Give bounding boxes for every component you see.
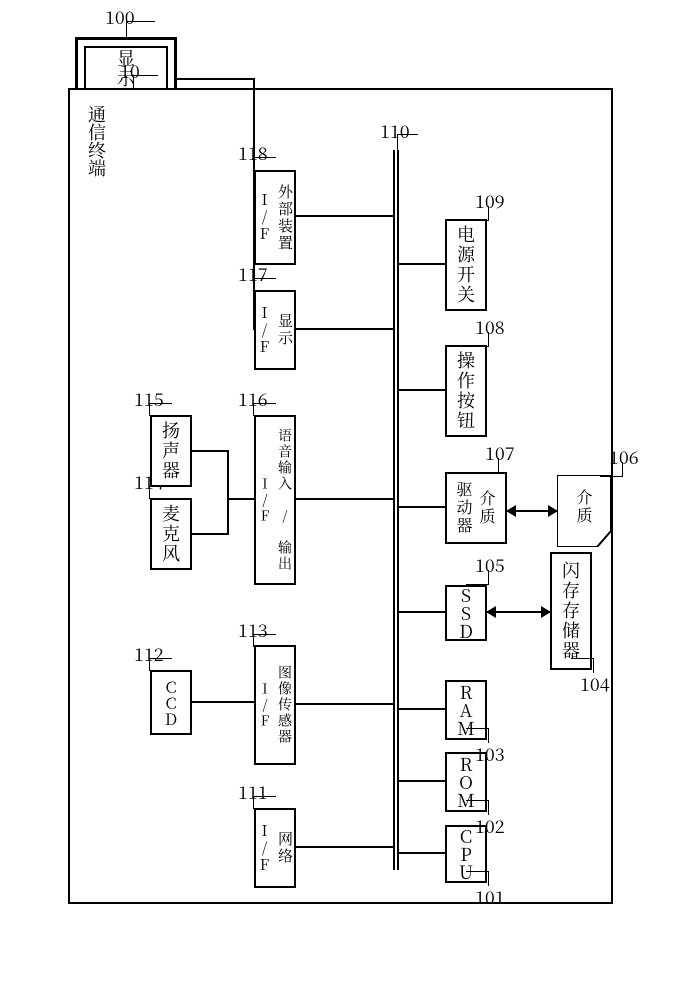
node-107-label: 介质 驱动器 (453, 481, 499, 535)
ref-115: 115 (134, 386, 164, 412)
stub-118 (296, 215, 393, 217)
node-medium: 介质 (557, 475, 611, 547)
conn-114-t (192, 533, 228, 535)
node-118-label: 外部装置 I/F (254, 176, 296, 259)
conn-112-113 (192, 701, 254, 703)
conn-115-t (192, 450, 228, 452)
node-108: 操作按钮 (445, 345, 487, 437)
ref-110: 110 (380, 118, 410, 144)
diagram-canvas: 显示器 100 通信终端 10 110 外部装置 I/F 118 显示 I/F … (0, 0, 680, 1000)
stub-111 (296, 846, 393, 848)
ref-116: 116 (238, 386, 268, 412)
stub-102 (399, 780, 445, 782)
stub-107 (399, 506, 445, 508)
container-title: 通信终端 (84, 105, 110, 177)
node-116-label: 语音输入 / 输出 I/F (255, 421, 295, 579)
ref-117: 117 (238, 261, 268, 287)
ref-101: 101 (475, 884, 505, 910)
node-115-label: 扬声器 (158, 421, 184, 481)
node-108-label: 操作按钮 (453, 351, 479, 431)
ref-103: 103 (475, 741, 505, 767)
node-104-label: 闪存存储器 (558, 561, 584, 661)
node-113-label: 图像传感器 I/F (255, 651, 295, 759)
node-117: 显示 I/F (254, 290, 296, 370)
node-112: CCD (150, 670, 192, 735)
node-117-label: 显示 I/F (254, 296, 296, 364)
ref-102: 102 (475, 813, 505, 839)
node-111: 网络 I/F (254, 808, 296, 888)
node-111-label: 网络 I/F (254, 814, 296, 882)
stub-116 (296, 498, 393, 500)
ref-118: 118 (238, 140, 268, 166)
arrow-107-medium (507, 510, 557, 512)
ref-111: 111 (238, 779, 268, 805)
ref-105: 105 (475, 552, 505, 578)
t-114-115 (227, 450, 229, 535)
stub-109 (399, 263, 445, 265)
node-medium-label: 介质 (573, 489, 596, 525)
ref-106: 106 (609, 444, 639, 470)
ref-104: 104 (580, 671, 610, 697)
stub-103 (399, 708, 445, 710)
ref-113: 113 (238, 617, 268, 643)
stub-105 (399, 611, 445, 613)
arrow-105-104 (487, 611, 550, 613)
bus-line-1 (393, 150, 395, 870)
ref-109: 109 (475, 188, 505, 214)
node-107: 介质 驱动器 (445, 472, 507, 544)
conn-display-if (177, 78, 254, 80)
ref-112: 112 (134, 641, 164, 667)
stub-117 (296, 328, 393, 330)
node-105-label: SSD (453, 586, 479, 640)
node-104: 闪存存储器 (550, 552, 592, 670)
ref-107: 107 (485, 440, 515, 466)
node-109-label: 电源开关 (453, 225, 479, 305)
node-118: 外部装置 I/F (254, 170, 296, 265)
node-105: SSD (445, 585, 487, 641)
stub-101 (399, 852, 445, 854)
node-112-label: CCD (160, 679, 183, 727)
ref-108: 108 (475, 314, 505, 340)
ref-100: 100 (105, 4, 135, 30)
t-to-116 (227, 498, 254, 500)
node-114: 麦克风 (150, 498, 192, 570)
node-116: 语音输入 / 输出 I/F (254, 415, 296, 585)
stub-108 (399, 389, 445, 391)
node-113: 图像传感器 I/F (254, 645, 296, 765)
ref-10: 10 (120, 58, 140, 84)
bus-line-2 (397, 150, 399, 870)
node-114-label: 麦克风 (158, 504, 184, 564)
node-109: 电源开关 (445, 219, 487, 311)
node-115: 扬声器 (150, 415, 192, 487)
stub-113 (296, 703, 393, 705)
